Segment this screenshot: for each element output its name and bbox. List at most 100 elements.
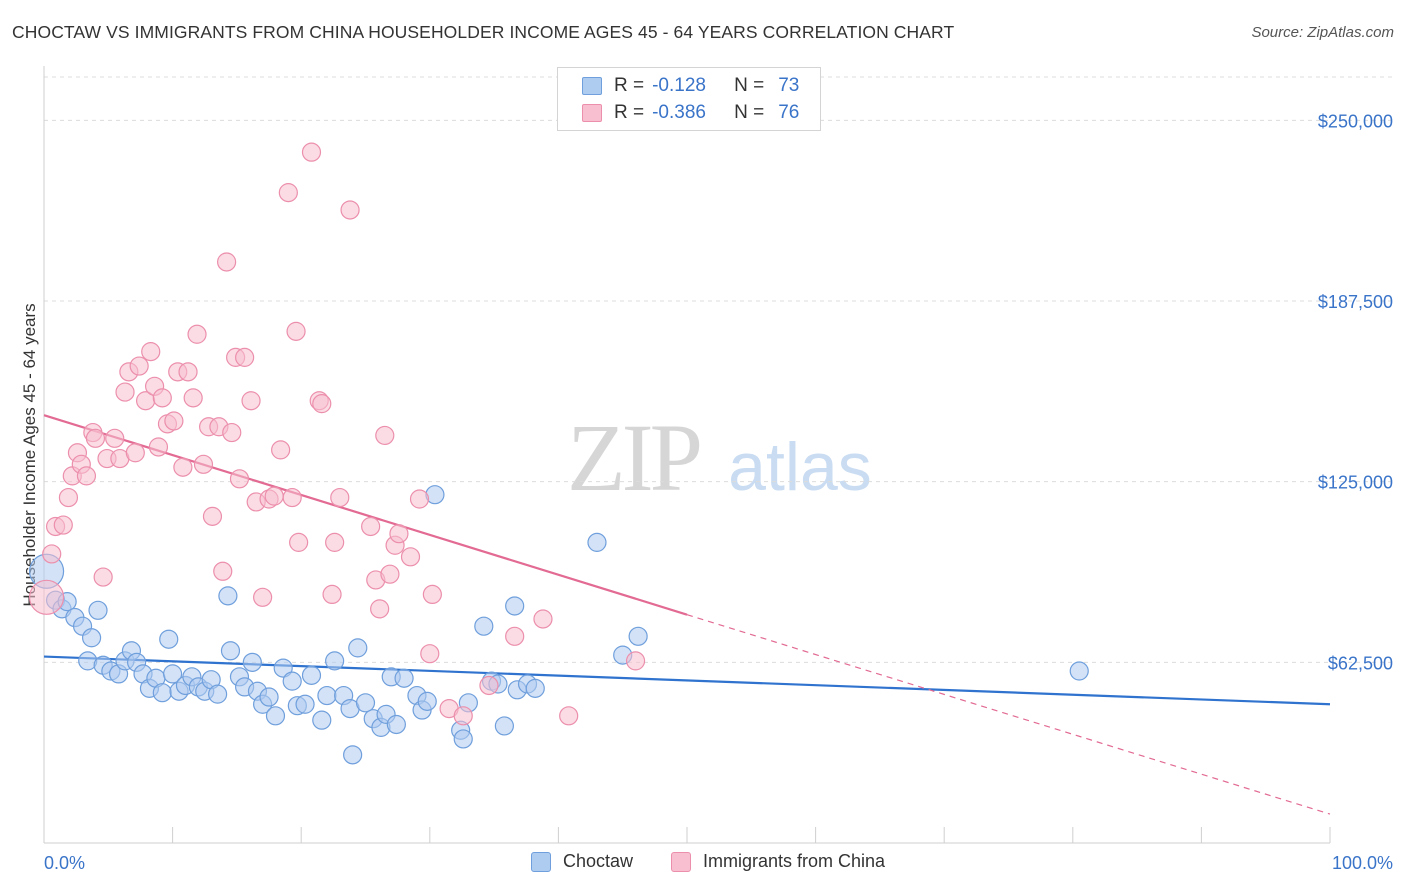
choctaw-point (282, 671, 302, 691)
choctaw-point (355, 693, 376, 713)
choctaw-point (348, 638, 368, 658)
chart-title: CHOCTAW VS IMMIGRANTS FROM CHINA HOUSEHO… (12, 22, 955, 42)
china-point (178, 362, 198, 382)
china-point (325, 532, 345, 552)
choctaw-point (220, 641, 241, 661)
china-point (53, 515, 73, 535)
axes (43, 66, 1331, 844)
choctaw-point (81, 628, 102, 648)
china-point (389, 524, 409, 544)
choctaw-point (273, 658, 293, 678)
stats-legend: R = -0.128 N = 73 R = -0.386 N = 76 (557, 67, 821, 131)
choctaw-point (505, 596, 525, 616)
choctaw-point (218, 586, 238, 606)
china-point (380, 564, 400, 584)
china-point (183, 388, 203, 408)
china-trend-line-extrapolated (686, 614, 1331, 815)
y-tick-label: $62,500 (1328, 653, 1393, 673)
china-point (129, 356, 149, 376)
china-point (375, 425, 395, 446)
china-point (361, 516, 381, 537)
china-point (282, 487, 302, 508)
china-point (286, 321, 306, 341)
china-legend-swatch (671, 851, 691, 872)
choctaw-point (325, 651, 345, 671)
china-point (217, 252, 237, 272)
y-tick-labels: $62,500 $125,000 $187,500 $250,000 (1318, 111, 1393, 673)
watermark: ZIP atlas (567, 404, 872, 511)
choctaw-point (152, 683, 172, 703)
choctaw-point (295, 694, 315, 714)
choctaw-point (453, 729, 473, 749)
n-label: N = (734, 102, 765, 123)
china-point (264, 486, 284, 506)
china-point (533, 609, 553, 629)
china-point (322, 584, 342, 605)
china-point (93, 567, 113, 587)
choctaw-point (417, 691, 437, 711)
china-point (222, 422, 242, 443)
china-point (115, 382, 135, 402)
legend-item-choctaw[interactable]: Choctaw (531, 851, 633, 872)
china-point (312, 394, 332, 414)
china-point (370, 599, 390, 619)
data-points (28, 142, 1089, 765)
choctaw-point (312, 710, 332, 730)
n-label: N = (734, 75, 765, 96)
china-point (422, 584, 442, 605)
china-point (229, 469, 250, 489)
china-point (289, 532, 309, 552)
china-point (400, 547, 421, 567)
choctaw-point (386, 714, 406, 735)
choctaw-point (1069, 661, 1089, 681)
chart-source: Source: ZipAtlas.com (1251, 24, 1394, 41)
china-point (173, 457, 193, 477)
china-point (187, 324, 207, 344)
choctaw-swatch (582, 77, 602, 95)
china-point (241, 391, 261, 411)
r-label: R = (614, 102, 645, 123)
china-point (559, 706, 579, 726)
china-point (278, 183, 298, 203)
china-point (420, 644, 440, 664)
china-point (164, 411, 184, 431)
china-point (42, 544, 62, 564)
china-point (202, 506, 223, 526)
legend-item-china[interactable]: Immigrants from China (671, 851, 885, 872)
choctaw-point (474, 616, 494, 636)
choctaw-point (587, 532, 607, 552)
china-point (505, 626, 525, 646)
china-point (330, 487, 350, 508)
china-point (409, 489, 430, 509)
grid-lines (44, 76, 1394, 663)
china-point (152, 388, 172, 408)
china-point (301, 142, 322, 162)
china-point (58, 487, 79, 508)
china-point (340, 200, 360, 220)
y-tick-label: $250,000 (1318, 111, 1393, 131)
x-tick-labels: 0.0% 100.0% (44, 853, 1393, 873)
n-value: 76 (778, 102, 800, 123)
watermark-atlas: atlas (728, 429, 872, 505)
choctaw-legend-swatch (531, 851, 551, 872)
r-label: R = (614, 75, 645, 96)
china-point (453, 706, 473, 726)
china-point (253, 587, 273, 607)
r-value: -0.128 (652, 75, 706, 96)
choctaw-point (343, 745, 363, 765)
china-point (125, 443, 145, 463)
choctaw-point (525, 678, 545, 698)
china-point (28, 579, 65, 615)
china-point (213, 561, 233, 581)
x-tick-label-max: 100.0% (1332, 853, 1393, 873)
r-value: -0.386 (652, 102, 706, 123)
x-tick-label-min: 0.0% (44, 853, 85, 873)
china-point (105, 428, 125, 448)
choctaw-point (259, 687, 279, 707)
stats-row-choctaw: R = -0.128 N = 73 (582, 74, 799, 98)
legend-label-choctaw: Choctaw (563, 851, 634, 871)
n-value: 73 (778, 75, 800, 96)
choctaw-point (242, 652, 262, 672)
choctaw-point (301, 665, 322, 685)
